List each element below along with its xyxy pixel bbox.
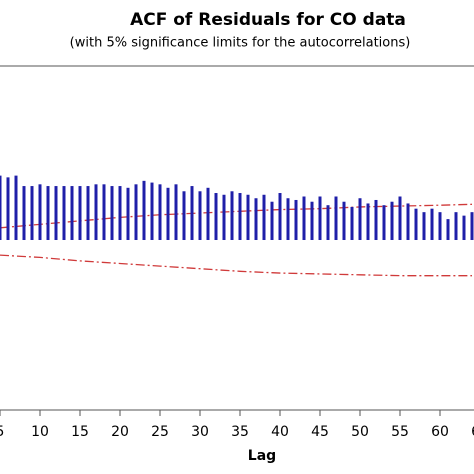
acf-bar <box>174 184 178 240</box>
acf-bar <box>62 186 66 240</box>
acf-bar <box>238 193 242 240</box>
acf-bar <box>462 215 466 240</box>
acf-bar <box>0 175 2 240</box>
acf-bar <box>110 186 114 240</box>
acf-bar <box>46 186 50 240</box>
acf-bar <box>102 184 106 240</box>
x-tick-label: 40 <box>271 424 289 440</box>
x-tick-label: 65 <box>471 424 474 440</box>
acf-bar <box>78 186 82 240</box>
acf-bar <box>54 186 58 240</box>
acf-bar <box>254 198 258 240</box>
acf-bar <box>342 201 346 240</box>
x-tick-label: 45 <box>311 424 329 440</box>
acf-bar <box>406 203 410 240</box>
acf-bar <box>430 208 434 240</box>
x-tick-label: 15 <box>71 424 89 440</box>
acf-bar <box>126 187 130 240</box>
acf-bar <box>470 212 474 240</box>
acf-bar <box>366 203 370 240</box>
acf-bar <box>358 198 362 240</box>
chart-title: ACF of Residuals for CO data <box>130 10 406 30</box>
acf-bar <box>286 198 290 240</box>
acf-bar <box>6 177 10 240</box>
acf-bar <box>22 186 26 240</box>
acf-bar <box>310 201 314 240</box>
significance-limit <box>0 254 472 277</box>
acf-bar <box>262 194 266 240</box>
acf-bar <box>14 175 18 240</box>
acf-bar <box>214 193 218 240</box>
x-tick-label: 55 <box>391 424 409 440</box>
x-tick-label: 25 <box>151 424 169 440</box>
acf-bar <box>398 196 402 240</box>
x-axis-label: Lag <box>248 448 276 464</box>
acf-bar <box>390 201 394 240</box>
acf-bar <box>142 180 146 240</box>
acf-bar <box>134 184 138 240</box>
acf-bar <box>334 196 338 240</box>
acf-bar <box>70 186 74 240</box>
acf-bar <box>30 186 34 240</box>
x-tick-label: 60 <box>431 424 449 440</box>
acf-bar <box>382 205 386 240</box>
acf-bar <box>270 201 274 240</box>
acf-bar <box>350 206 354 240</box>
acf-bar <box>318 196 322 240</box>
acf-bar <box>326 205 330 240</box>
acf-bar <box>438 212 442 240</box>
acf-bar <box>206 187 210 240</box>
acf-bar <box>150 182 154 240</box>
acf-bar <box>246 194 250 240</box>
x-tick-label: 10 <box>31 424 49 440</box>
x-tick-label: 35 <box>231 424 249 440</box>
acf-bar <box>222 194 226 240</box>
acf-bar <box>38 184 42 240</box>
acf-bar <box>414 208 418 240</box>
acf-bar <box>182 191 186 240</box>
acf-bar <box>190 186 194 240</box>
acf-bar <box>446 219 450 240</box>
acf-bar <box>166 187 170 240</box>
acf-bar <box>294 199 298 240</box>
x-tick-label: 50 <box>351 424 369 440</box>
acf-bar <box>158 184 162 240</box>
acf-bar <box>374 199 378 240</box>
acf-bar <box>278 193 282 240</box>
acf-bar <box>454 212 458 240</box>
acf-bar <box>86 186 90 240</box>
x-tick-label: 5 <box>0 424 4 440</box>
acf-bar <box>230 191 234 240</box>
acf-bar <box>198 191 202 240</box>
x-tick-label: 30 <box>191 424 209 440</box>
x-tick-label: 20 <box>111 424 129 440</box>
acf-bar <box>118 186 122 240</box>
acf-bar <box>94 184 98 240</box>
acf-bar <box>302 196 306 240</box>
acf-bar <box>422 212 426 240</box>
chart-subtitle: (with 5% significance limits for the aut… <box>70 36 411 51</box>
